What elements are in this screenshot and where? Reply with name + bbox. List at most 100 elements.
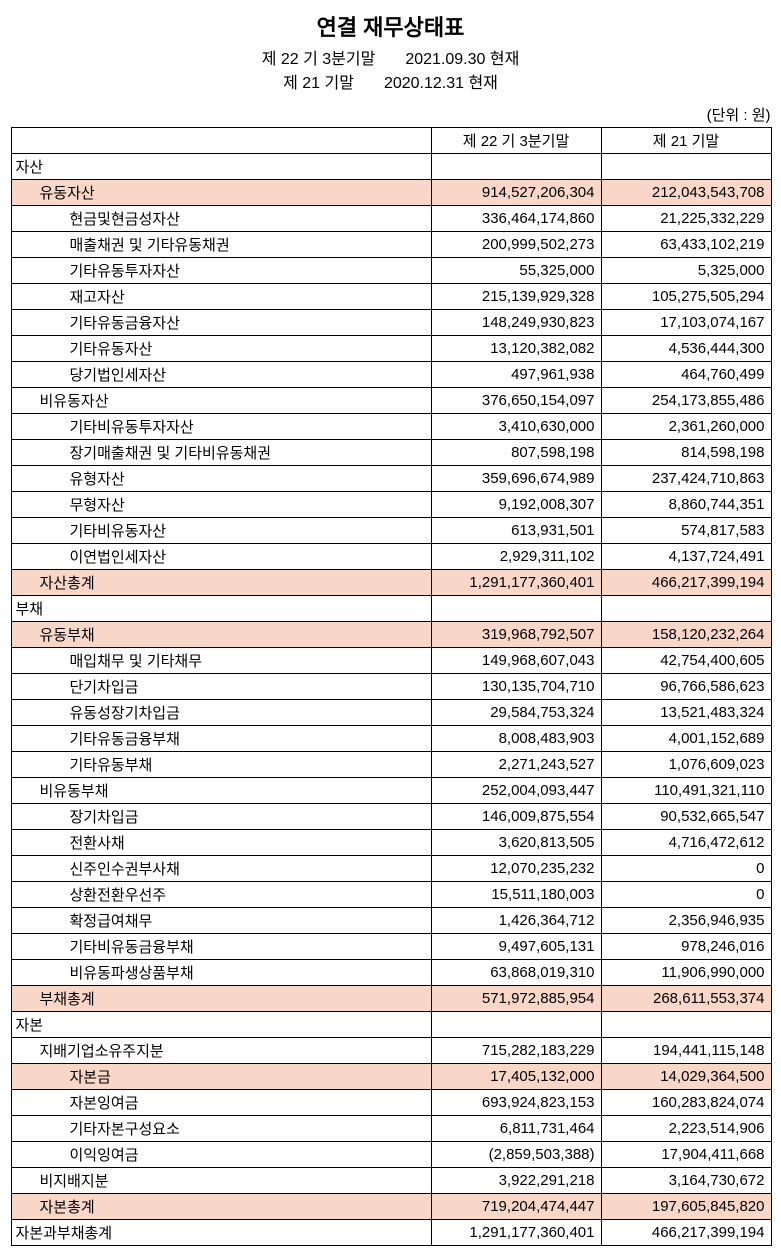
table-row: 재고자산215,139,929,328105,275,505,294 — [11, 284, 771, 310]
row-label: 부채 — [11, 596, 431, 622]
table-row: 이익잉여금(2,859,503,388)17,904,411,668 — [11, 1142, 771, 1168]
row-value-col1: 55,325,000 — [431, 258, 601, 284]
row-value-col2: 105,275,505,294 — [601, 284, 771, 310]
row-value-col1: 149,968,607,043 — [431, 648, 601, 674]
row-label: 기타비유동투자자산 — [11, 414, 431, 440]
balance-sheet-table: 제 22 기 3분기말 제 21 기말 자산유동자산914,527,206,30… — [11, 127, 772, 1246]
row-value-col2: 13,521,483,324 — [601, 700, 771, 726]
table-row: 무형자산9,192,008,3078,860,744,351 — [11, 492, 771, 518]
table-row: 매입채무 및 기타채무149,968,607,04342,754,400,605 — [11, 648, 771, 674]
row-value-col2: 8,860,744,351 — [601, 492, 771, 518]
row-value-col2: 212,043,543,708 — [601, 180, 771, 206]
row-value-col1: 9,192,008,307 — [431, 492, 601, 518]
row-value-col2: 21,225,332,229 — [601, 206, 771, 232]
row-value-col2: 0 — [601, 856, 771, 882]
table-row: 현금및현금성자산336,464,174,86021,225,332,229 — [11, 206, 771, 232]
row-label: 자본과부채총계 — [11, 1220, 431, 1246]
row-value-col2: 158,120,232,264 — [601, 622, 771, 648]
table-row: 자본 — [11, 1012, 771, 1038]
row-value-col1: 63,868,019,310 — [431, 960, 601, 986]
row-value-col1: 130,135,704,710 — [431, 674, 601, 700]
row-label: 전환사채 — [11, 830, 431, 856]
table-row: 상환전환우선주15,511,180,0030 — [11, 882, 771, 908]
row-label: 자본금 — [11, 1064, 431, 1090]
row-value-col2: 63,433,102,219 — [601, 232, 771, 258]
row-value-col1: 914,527,206,304 — [431, 180, 601, 206]
subtitle-date-1: 2020.12.31 현재 — [384, 72, 498, 96]
row-value-col1: 29,584,753,324 — [431, 700, 601, 726]
row-value-col1: 497,961,938 — [431, 362, 601, 388]
row-label: 상환전환우선주 — [11, 882, 431, 908]
row-value-col1: 3,922,291,218 — [431, 1168, 601, 1194]
table-row: 당기법인세자산497,961,938464,760,499 — [11, 362, 771, 388]
row-value-col2: 466,217,399,194 — [601, 1220, 771, 1246]
row-label: 재고자산 — [11, 284, 431, 310]
table-row: 자산 — [11, 154, 771, 180]
table-row: 기타유동금융부채8,008,483,9034,001,152,689 — [11, 726, 771, 752]
row-label: 부채총계 — [11, 986, 431, 1012]
row-value-col2: 17,103,074,167 — [601, 310, 771, 336]
row-value-col2: 17,904,411,668 — [601, 1142, 771, 1168]
row-label: 자산 — [11, 154, 431, 180]
row-value-col1: 15,511,180,003 — [431, 882, 601, 908]
row-value-col1: 1,291,177,360,401 — [431, 570, 601, 596]
row-value-col1: 319,968,792,507 — [431, 622, 601, 648]
row-value-col2: 110,491,321,110 — [601, 778, 771, 804]
row-value-col2: 4,001,152,689 — [601, 726, 771, 752]
table-row: 확정급여채무1,426,364,7122,356,946,935 — [11, 908, 771, 934]
row-label: 장기차입금 — [11, 804, 431, 830]
table-row: 유형자산359,696,674,989237,424,710,863 — [11, 466, 771, 492]
table-row: 유동자산914,527,206,304212,043,543,708 — [11, 180, 771, 206]
row-value-col1: 8,008,483,903 — [431, 726, 601, 752]
row-label: 이연법인세자산 — [11, 544, 431, 570]
row-label: 매입채무 및 기타채무 — [11, 648, 431, 674]
row-label: 자본잉여금 — [11, 1090, 431, 1116]
row-value-col2: 4,536,444,300 — [601, 336, 771, 362]
row-label: 단기차입금 — [11, 674, 431, 700]
row-value-col1: 693,924,823,153 — [431, 1090, 601, 1116]
table-row: 장기매출채권 및 기타비유동채권807,598,198814,598,198 — [11, 440, 771, 466]
row-label: 기타유동부채 — [11, 752, 431, 778]
row-value-col2: 466,217,399,194 — [601, 570, 771, 596]
row-value-col1: 200,999,502,273 — [431, 232, 601, 258]
table-row: 부채 — [11, 596, 771, 622]
row-value-col2: 42,754,400,605 — [601, 648, 771, 674]
table-row: 기타유동투자자산55,325,0005,325,000 — [11, 258, 771, 284]
table-row: 자본금17,405,132,00014,029,364,500 — [11, 1064, 771, 1090]
table-row: 기타유동금융자산148,249,930,82317,103,074,167 — [11, 310, 771, 336]
row-label: 매출채권 및 기타유동채권 — [11, 232, 431, 258]
row-value-col2: 11,906,990,000 — [601, 960, 771, 986]
row-label: 기타유동자산 — [11, 336, 431, 362]
subtitle-row-0: 제 22 기 3분기말 2021.09.30 현재 — [11, 48, 771, 72]
row-value-col1 — [431, 596, 601, 622]
row-value-col1: 215,139,929,328 — [431, 284, 601, 310]
table-row: 자본과부채총계1,291,177,360,401466,217,399,194 — [11, 1220, 771, 1246]
row-value-col2: 268,611,553,374 — [601, 986, 771, 1012]
row-value-col1 — [431, 154, 601, 180]
row-value-col2: 814,598,198 — [601, 440, 771, 466]
table-row: 이연법인세자산2,929,311,1024,137,724,491 — [11, 544, 771, 570]
row-value-col1: (2,859,503,388) — [431, 1142, 601, 1168]
row-value-col2: 254,173,855,486 — [601, 388, 771, 414]
table-row: 자본잉여금693,924,823,153160,283,824,074 — [11, 1090, 771, 1116]
table-row: 매출채권 및 기타유동채권200,999,502,27363,433,102,2… — [11, 232, 771, 258]
row-label: 무형자산 — [11, 492, 431, 518]
header-col-2: 제 21 기말 — [601, 128, 771, 154]
row-label: 장기매출채권 및 기타비유동채권 — [11, 440, 431, 466]
row-value-col1: 6,811,731,464 — [431, 1116, 601, 1142]
table-row: 자본총계719,204,474,447197,605,845,820 — [11, 1194, 771, 1220]
row-value-col1: 715,282,183,229 — [431, 1038, 601, 1064]
row-value-col1: 719,204,474,447 — [431, 1194, 601, 1220]
row-value-col2: 2,356,946,935 — [601, 908, 771, 934]
table-row: 기타비유동자산613,931,501574,817,583 — [11, 518, 771, 544]
row-value-col1: 613,931,501 — [431, 518, 601, 544]
table-row: 비유동자산376,650,154,097254,173,855,486 — [11, 388, 771, 414]
row-label: 기타유동투자자산 — [11, 258, 431, 284]
row-value-col1: 2,271,243,527 — [431, 752, 601, 778]
row-label: 유동부채 — [11, 622, 431, 648]
row-value-col1: 336,464,174,860 — [431, 206, 601, 232]
row-value-col2: 197,605,845,820 — [601, 1194, 771, 1220]
row-value-col1: 3,410,630,000 — [431, 414, 601, 440]
row-value-col2: 2,223,514,906 — [601, 1116, 771, 1142]
row-value-col1: 9,497,605,131 — [431, 934, 601, 960]
